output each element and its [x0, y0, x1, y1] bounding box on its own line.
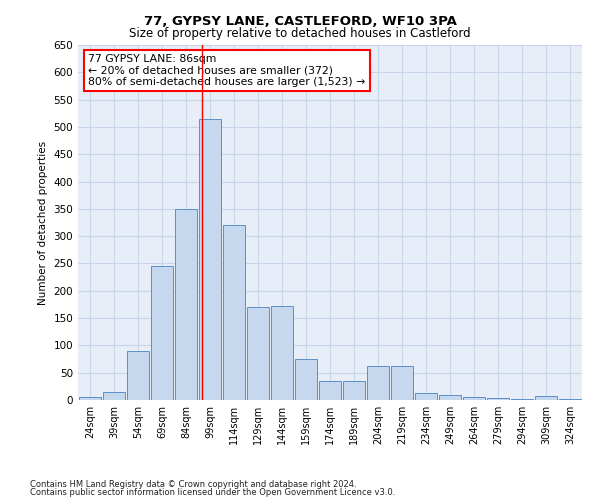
Text: Contains HM Land Registry data © Crown copyright and database right 2024.: Contains HM Land Registry data © Crown c…: [30, 480, 356, 489]
Bar: [103, 392, 125, 400]
Text: 77 GYPSY LANE: 86sqm
← 20% of detached houses are smaller (372)
80% of semi-deta: 77 GYPSY LANE: 86sqm ← 20% of detached h…: [88, 54, 365, 87]
Bar: [391, 366, 413, 400]
Bar: [127, 351, 149, 400]
Bar: [415, 393, 437, 400]
Bar: [199, 118, 221, 400]
Y-axis label: Number of detached properties: Number of detached properties: [38, 140, 48, 304]
Text: Size of property relative to detached houses in Castleford: Size of property relative to detached ho…: [129, 28, 471, 40]
Text: Contains public sector information licensed under the Open Government Licence v3: Contains public sector information licen…: [30, 488, 395, 497]
Bar: [319, 381, 341, 400]
Bar: [247, 307, 269, 400]
Bar: [463, 398, 485, 400]
Bar: [559, 399, 581, 400]
Bar: [223, 225, 245, 400]
Bar: [79, 398, 101, 400]
Bar: [271, 306, 293, 400]
Bar: [295, 359, 317, 400]
Bar: [487, 398, 509, 400]
Bar: [175, 209, 197, 400]
Bar: [535, 396, 557, 400]
Bar: [343, 381, 365, 400]
Bar: [367, 366, 389, 400]
Bar: [511, 399, 533, 400]
Text: 77, GYPSY LANE, CASTLEFORD, WF10 3PA: 77, GYPSY LANE, CASTLEFORD, WF10 3PA: [143, 15, 457, 28]
Bar: [151, 266, 173, 400]
Bar: [439, 394, 461, 400]
